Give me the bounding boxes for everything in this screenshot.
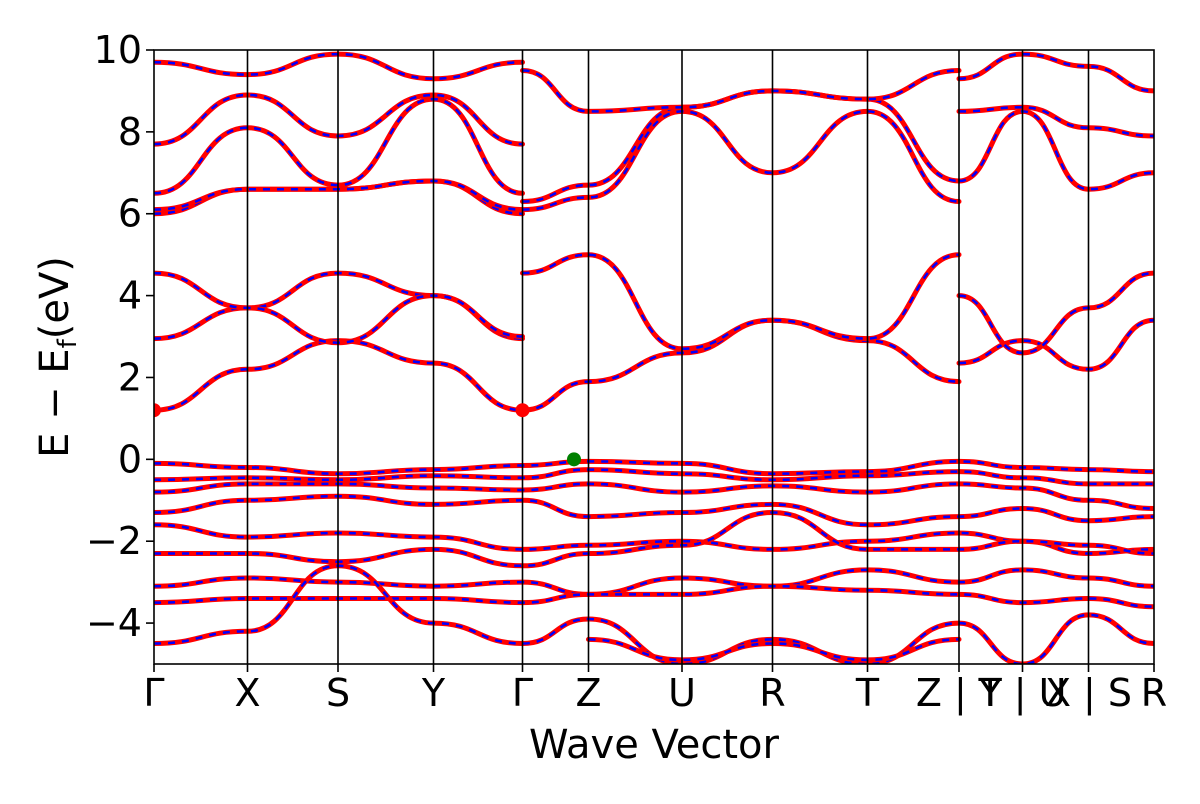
- kpoint-label-11: X | S: [1045, 671, 1132, 716]
- band-line-red: [520, 108, 962, 213]
- band-14: [956, 270, 1154, 356]
- kpoint-label-12: R: [1141, 671, 1167, 715]
- kpoint-label-8: T: [855, 671, 880, 715]
- bands-layer: [154, 51, 1154, 664]
- y-tick-label: 4: [118, 274, 142, 318]
- markers-layer: [154, 403, 581, 467]
- band-20: [154, 481, 1154, 511]
- band-edge-marker-0: [154, 403, 161, 418]
- y-tick-label: 6: [118, 192, 142, 236]
- band-edge-marker-2: [567, 452, 581, 467]
- kpoint-label-3: Y: [421, 671, 446, 715]
- kpoint-label-6: U: [668, 671, 696, 715]
- band-17: [956, 51, 1154, 94]
- band-16: [956, 104, 1154, 139]
- band-line-blue-dashed: [958, 110, 1154, 191]
- kpoint-label-2: S: [326, 671, 350, 715]
- kpoint-label-10: T | U: [978, 671, 1067, 716]
- kpoint-label-1: X: [234, 671, 260, 715]
- y-axis: −4 −2 0 2 4 6 8 10: [86, 28, 154, 645]
- kpoint-divider-lines: [246, 50, 1090, 664]
- y-tick-label: 10: [94, 28, 142, 72]
- band-line-blue-dashed: [958, 318, 1154, 371]
- band-line-blue-dashed: [522, 69, 960, 113]
- y-tick-label: 8: [118, 110, 142, 154]
- y-tick-label: 2: [118, 355, 142, 399]
- kpoint-label-5: Z: [575, 671, 601, 715]
- y-tick-label: −2: [86, 519, 142, 563]
- y-axis-title: E − Ef(eV): [32, 256, 83, 458]
- band-line-blue-dashed: [958, 271, 1154, 355]
- band-21: [154, 493, 1154, 528]
- band-25: [154, 583, 1154, 610]
- y-axis-title-main: E − E: [32, 348, 78, 458]
- band-line-blue-dashed: [154, 494, 1154, 527]
- kpoint-label-0: Γ: [143, 671, 164, 715]
- band-10: [520, 108, 962, 213]
- kpoint-label-4: Γ: [512, 671, 533, 715]
- band-line-blue-dashed: [958, 52, 1154, 93]
- y-axis-title-subscript: f: [53, 338, 83, 348]
- kpoint-label-9: Z | Y: [916, 671, 1003, 716]
- plot-frame: [153, 49, 1155, 665]
- band-13: [956, 317, 1154, 372]
- band-line-blue-dashed: [154, 523, 1154, 555]
- band-line-red: [154, 583, 1154, 610]
- band-edge-marker-1: [515, 403, 530, 418]
- band-line-blue-dashed: [958, 106, 1154, 138]
- band-12: [520, 68, 962, 114]
- x-axis-title: Wave Vector: [529, 722, 780, 768]
- y-tick-label: 0: [118, 437, 142, 481]
- band-line-blue-dashed: [154, 482, 1154, 510]
- kpoint-label-7: R: [759, 671, 785, 715]
- y-axis-title-unit: (eV): [32, 256, 78, 339]
- band-15: [956, 108, 1154, 192]
- band-line-blue-dashed: [154, 97, 523, 195]
- y-tick-label: −4: [86, 601, 142, 645]
